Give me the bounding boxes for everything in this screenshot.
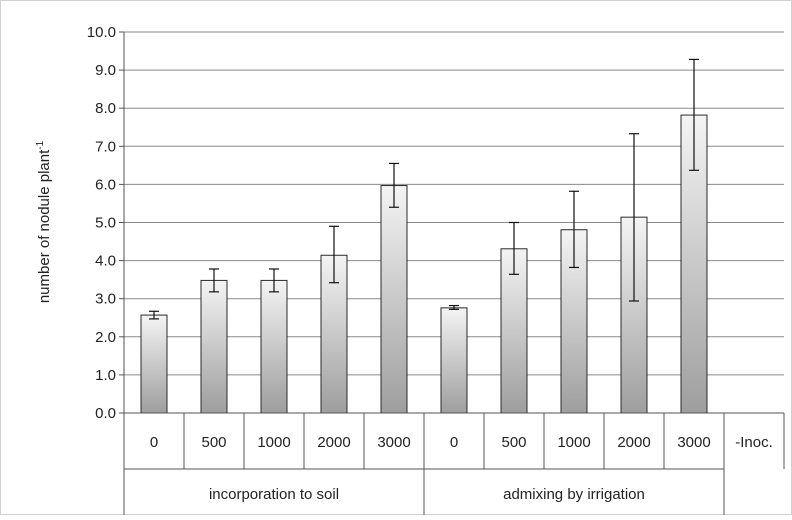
bar xyxy=(200,279,228,414)
y-axis-label: number of nodule plant-1 xyxy=(35,140,53,303)
error-bar xyxy=(449,304,459,310)
y-tick-label: 0.0 xyxy=(95,405,116,422)
group-label: admixing by irrigation xyxy=(503,486,645,503)
y-axis-ticks: 0.0 1.0 2.0 3.0 4.0 5.0 6.0 7.0 8.0 9.0 10.0 xyxy=(87,24,125,422)
bar xyxy=(380,185,408,414)
y-axis-label-superscript: -1 xyxy=(35,140,46,149)
x-category-label: 0 xyxy=(450,434,458,451)
bar xyxy=(260,279,288,414)
y-tick-label: 7.0 xyxy=(95,138,116,155)
error-bar xyxy=(389,162,399,208)
error-bar xyxy=(209,268,219,293)
error-bar xyxy=(569,190,579,269)
x-category-label: 0 xyxy=(150,434,158,451)
y-tick-label: 8.0 xyxy=(95,100,116,117)
y-axis-label-main: number of nodule plant xyxy=(36,149,53,303)
y-tick-label: 6.0 xyxy=(95,176,116,193)
error-bar xyxy=(269,268,279,293)
x-category-label: 500 xyxy=(201,434,226,451)
y-tick-label: 1.0 xyxy=(95,367,116,384)
x-category-label: 500 xyxy=(501,434,526,451)
group-label: incorporation to soil xyxy=(209,486,339,503)
x-category-label: 1000 xyxy=(257,434,290,451)
y-tick-label: 3.0 xyxy=(95,291,116,308)
error-bar xyxy=(689,58,699,171)
y-tick-label: 10.0 xyxy=(87,24,116,41)
bars xyxy=(140,114,758,414)
bar xyxy=(500,248,528,414)
y-tick-label: 9.0 xyxy=(95,62,116,79)
y-tick-label: 2.0 xyxy=(95,329,116,346)
error-bar xyxy=(509,221,519,275)
error-bar xyxy=(629,133,639,302)
x-category-label: 2000 xyxy=(617,434,650,451)
error-bar xyxy=(149,310,159,320)
category-table: 0 500 1000 2000 3000 0 500 1000 2000 3000 -Inoc. in… xyxy=(123,412,785,515)
x-category-label: 3000 xyxy=(377,434,410,451)
bar xyxy=(440,307,468,414)
y-tick-label: 5.0 xyxy=(95,215,116,232)
error-bar xyxy=(329,225,339,284)
bar xyxy=(140,314,168,414)
x-category-label: -Inoc. xyxy=(735,434,773,451)
x-category-label: 3000 xyxy=(677,434,710,451)
x-category-label: 2000 xyxy=(317,434,350,451)
error-bars xyxy=(149,58,699,320)
y-tick-label: 4.0 xyxy=(95,253,116,270)
x-category-label: 1000 xyxy=(557,434,590,451)
